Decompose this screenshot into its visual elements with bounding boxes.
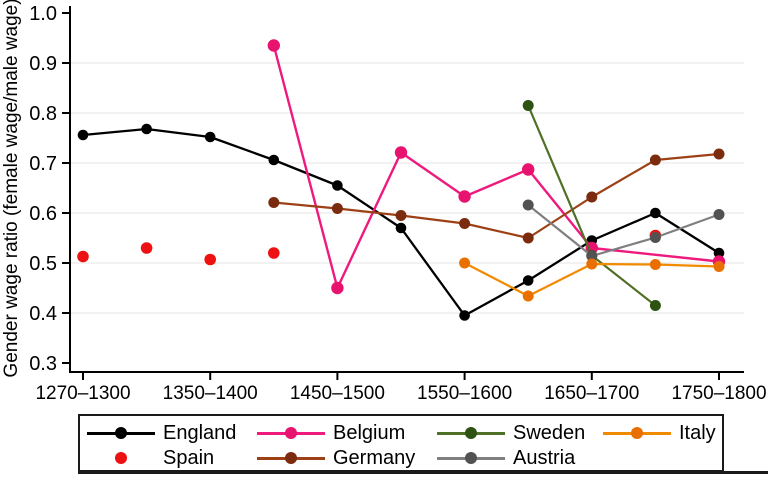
data-point-germany [459, 218, 471, 229]
data-point-germany [522, 232, 534, 244]
data-point-spain [77, 250, 89, 263]
legend-swatch-belgium [257, 421, 325, 445]
x-tick-label: 1450–1500 [290, 383, 385, 404]
legend-item-austria: Austria [437, 446, 575, 470]
y-tick-label: 0.7 [29, 153, 57, 175]
data-point-germany [395, 210, 407, 221]
legend-item-italy: Italy [603, 421, 716, 445]
data-point-spain [268, 247, 280, 259]
legend-marker-icon [631, 427, 643, 439]
y-tick-label: 1.0 [29, 3, 57, 25]
data-point-spain [140, 242, 153, 254]
legend-swatch-spain [87, 446, 155, 470]
legend-swatch-italy [603, 421, 671, 445]
series-sweden [522, 100, 661, 311]
series-line-austria [527, 203, 721, 258]
x-tick-label: 1270–1300 [35, 383, 130, 404]
legend-marker-icon [465, 427, 477, 439]
data-point-austria [649, 232, 661, 243]
plot-area: 0.3 0.4 0.5 0.6 0.7 0.8 0.9 1.0 1270–1300 1350–14… [29, 3, 766, 404]
series-belgium [267, 39, 726, 295]
data-point-sweden [649, 300, 661, 311]
legend-swatch-sweden [437, 421, 505, 445]
data-point-austria [586, 250, 598, 262]
data-point-germany [268, 197, 280, 208]
data-point-spain [204, 253, 216, 266]
data-point-belgium [267, 39, 280, 52]
data-point-italy [586, 258, 598, 270]
data-point-austria [713, 209, 725, 220]
y-tick-label: 0.3 [29, 353, 57, 375]
data-point-germany [713, 148, 725, 160]
legend-label-belgium: Belgium [333, 422, 406, 444]
data-point-belgium [331, 281, 344, 295]
legend-item-germany: Germany [257, 446, 415, 470]
legend-item-belgium: Belgium [257, 421, 405, 445]
legend-label-spain: Spain [163, 447, 215, 469]
data-point-belgium [522, 163, 535, 176]
data-point-germany [331, 203, 343, 214]
legend-swatch-england [87, 421, 155, 445]
legend-box: England Belgium Sweden Italy Spain Germany Aus… [78, 414, 724, 472]
series-austria [522, 199, 725, 262]
legend-item-sweden: Sweden [437, 421, 585, 445]
data-point-austria [522, 199, 534, 211]
data-point-england [141, 123, 152, 135]
data-point-germany [586, 191, 598, 203]
series-line-belgium [272, 44, 721, 290]
y-tick-label: 0.6 [29, 203, 57, 225]
y-tick-label: 0.4 [29, 303, 57, 325]
data-point-england [713, 247, 725, 259]
legend-swatch-austria [437, 446, 505, 470]
bottom-rule [78, 471, 768, 474]
legend-label-italy: Italy [679, 422, 716, 444]
series-spain [77, 229, 662, 266]
data-point-italy [649, 259, 661, 270]
series-line-sweden [527, 104, 657, 307]
data-point-italy [459, 257, 471, 269]
chart-canvas: 0.3 0.4 0.5 0.6 0.7 0.8 0.9 1.0 1270–1300 1350–14… [1, 0, 767, 404]
data-point-italy [713, 261, 725, 272]
legend-label-sweden: Sweden [513, 422, 586, 444]
legend-marker-icon [115, 427, 127, 439]
legend-label-germany: Germany [333, 447, 416, 469]
x-tick-label: 1350–1400 [163, 383, 258, 404]
data-point-england [522, 275, 534, 286]
data-point-italy [522, 290, 534, 302]
data-point-england [459, 310, 470, 321]
y-tick-label: 0.5 [29, 253, 57, 275]
series-germany [268, 148, 725, 244]
legend-marker-icon [465, 452, 477, 464]
y-axis-title: Gender wage ratio (female wage/male wage… [1, 0, 22, 378]
y-tick-label: 0.8 [29, 103, 57, 125]
data-point-england [268, 154, 280, 166]
legend-item-england: England [87, 421, 236, 445]
legend-label-england: England [163, 422, 237, 444]
data-point-germany [649, 154, 661, 166]
data-point-england [650, 207, 661, 219]
legend-label-austria: Austria [513, 447, 576, 469]
x-tick-label: 1550–1600 [417, 383, 512, 404]
legend-item-spain: Spain [87, 446, 214, 470]
legend-swatch-germany [257, 446, 325, 470]
series-italy [459, 257, 725, 302]
data-point-england [332, 180, 343, 191]
legend-marker-icon [285, 427, 297, 439]
x-tick-label: 1750–1800 [671, 383, 766, 404]
data-point-sweden [522, 100, 534, 111]
data-point-belgium [394, 146, 408, 159]
data-point-england [77, 129, 89, 141]
data-point-england [204, 131, 216, 143]
legend-marker-icon [285, 452, 297, 464]
x-tick-label: 1650–1700 [544, 383, 639, 404]
y-tick-label: 0.9 [29, 53, 57, 75]
legend-marker-icon [115, 452, 127, 464]
data-point-belgium [458, 190, 471, 203]
series-line-germany [272, 152, 721, 240]
data-point-england [395, 222, 407, 234]
